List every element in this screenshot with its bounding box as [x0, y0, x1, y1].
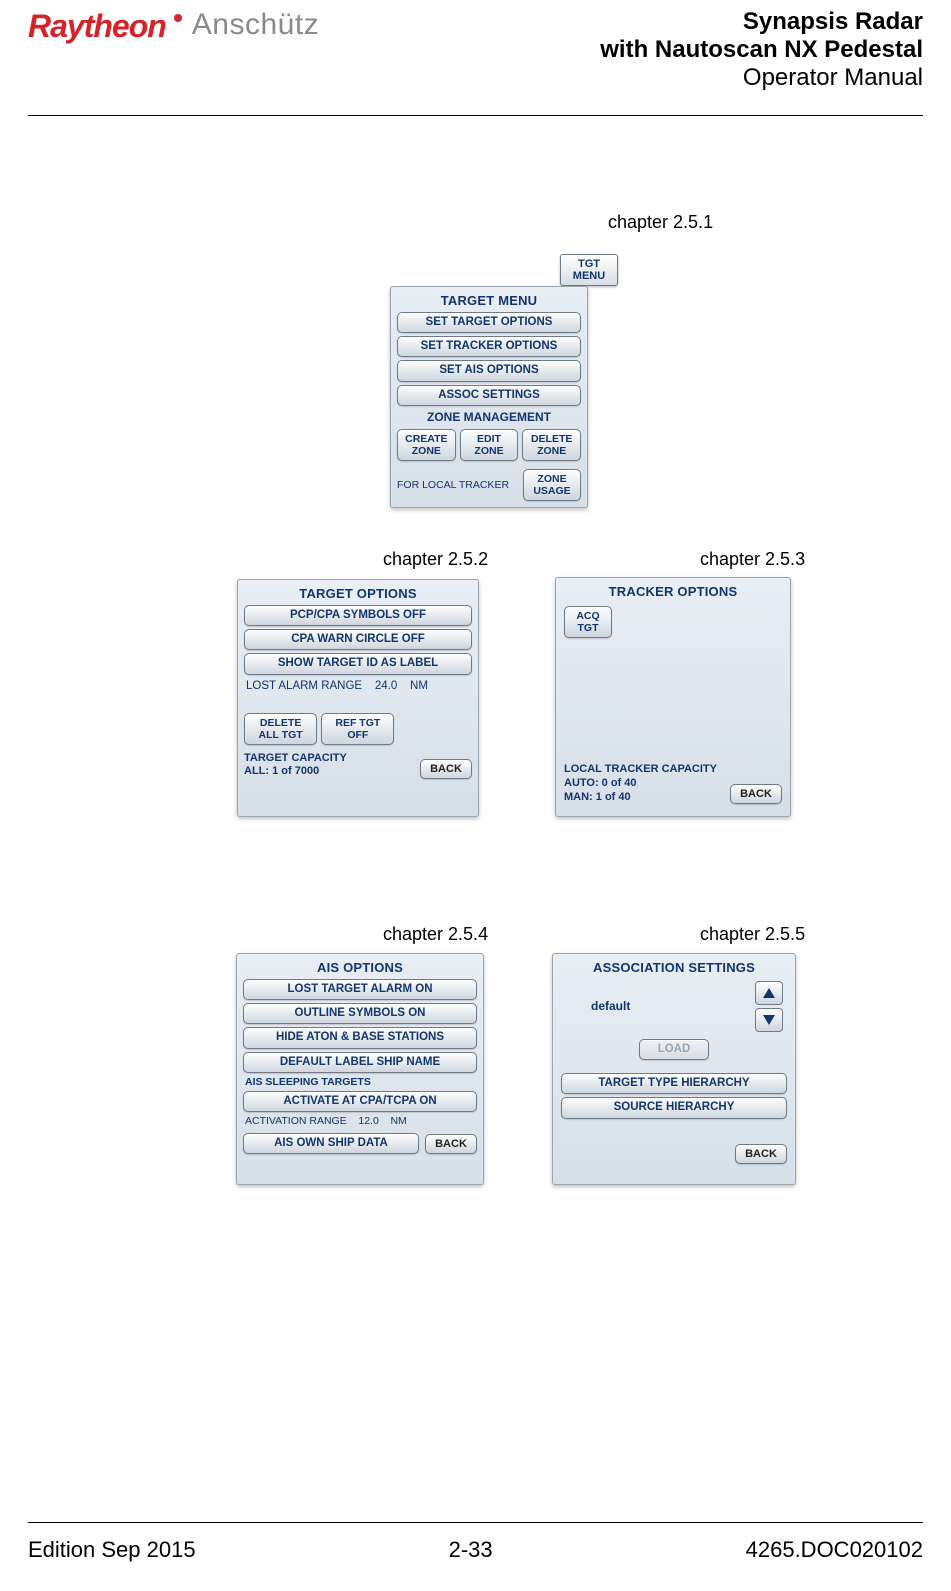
delete-all-l1: DELETE: [247, 717, 314, 729]
tgt-tab-l2: MENU: [567, 270, 611, 282]
delete-zone-l2: ZONE: [525, 445, 578, 457]
triangle-down-icon: [763, 1015, 775, 1025]
logo: Raytheon Anschütz: [28, 8, 319, 45]
target-options-panel: TARGET OPTIONS PCP/CPA SYMBOLS OFF CPA W…: [237, 579, 479, 817]
acq-l1: ACQ: [567, 610, 609, 622]
activation-range-row: ACTIVATION RANGE 12.0 NM: [245, 1115, 475, 1127]
target-type-hierarchy-button[interactable]: TARGET TYPE HIERARCHY: [561, 1073, 787, 1094]
zone-management-label: ZONE MANAGEMENT: [397, 410, 581, 424]
target-capacity-label: TARGET CAPACITY ALL: 1 of 7000: [244, 752, 347, 780]
page-header: Raytheon Anschütz Synapsis Radar with Na…: [28, 8, 923, 92]
tracker-options-panel: TRACKER OPTIONS ACQ TGT LOCAL TRACKER CA…: [555, 577, 791, 817]
ref-tgt-l1: REF TGT: [324, 717, 391, 729]
lost-target-alarm-button[interactable]: LOST TARGET ALARM ON: [243, 979, 477, 1000]
logo-secondary: Anschütz: [192, 8, 319, 42]
assoc-back-button[interactable]: BACK: [735, 1144, 787, 1165]
logo-dot-icon: [174, 14, 182, 22]
delete-zone-l1: DELETE: [525, 433, 578, 445]
delete-zone-button[interactable]: DELETE ZONE: [522, 429, 581, 461]
manual-page: Raytheon Anschütz Synapsis Radar with Na…: [0, 0, 951, 1591]
ais-own-ship-button[interactable]: AIS OWN SHIP DATA: [243, 1133, 419, 1154]
default-label-button[interactable]: DEFAULT LABEL SHIP NAME: [243, 1052, 477, 1073]
ais-sleeping-label: AIS SLEEPING TARGETS: [245, 1076, 477, 1088]
assoc-down-button[interactable]: [755, 1008, 783, 1032]
acq-tgt-button[interactable]: ACQ TGT: [564, 606, 612, 638]
delete-all-tgt-button[interactable]: DELETE ALL TGT: [244, 713, 317, 745]
delete-all-l2: ALL TGT: [247, 729, 314, 741]
target-options-title: TARGET OPTIONS: [244, 586, 472, 601]
doc-title-2: with Nautoscan NX Pedestal: [600, 36, 923, 64]
footer-doc-id: 4265.DOC020102: [746, 1537, 923, 1563]
tracker-cap-l2: AUTO: 0 of 40: [564, 777, 717, 791]
hide-aton-button[interactable]: HIDE ATON & BASE STATIONS: [243, 1027, 477, 1048]
source-hierarchy-button[interactable]: SOURCE HIERARCHY: [561, 1097, 787, 1118]
page-footer: Edition Sep 2015 2-33 4265.DOC020102: [28, 1537, 923, 1563]
ais-options-title: AIS OPTIONS: [243, 960, 477, 975]
target-back-button[interactable]: BACK: [420, 759, 472, 780]
lost-alarm-range-row: LOST ALARM RANGE 24.0 NM: [246, 680, 470, 692]
ref-tgt-l2: OFF: [324, 729, 391, 741]
doc-title-1: Synapsis Radar: [600, 8, 923, 36]
set-tracker-options-button[interactable]: SET TRACKER OPTIONS: [397, 336, 581, 357]
tracker-capacity-label: LOCAL TRACKER CAPACITY AUTO: 0 of 40 MAN…: [564, 763, 717, 804]
doc-title-block: Synapsis Radar with Nautoscan NX Pedesta…: [600, 8, 923, 92]
tgt-menu-tab[interactable]: TGT MENU: [560, 254, 618, 286]
footer-rule: [28, 1522, 923, 1523]
create-zone-l1: CREATE: [400, 433, 453, 445]
outline-symbols-button[interactable]: OUTLINE SYMBOLS ON: [243, 1003, 477, 1024]
assoc-load-button[interactable]: LOAD: [639, 1039, 709, 1060]
pcp-cpa-symbols-button[interactable]: PCP/CPA SYMBOLS OFF: [244, 605, 472, 626]
zone-usage-l2: USAGE: [526, 485, 578, 497]
chapter-label-4: chapter 2.5.4: [383, 924, 488, 945]
tracker-cap-l3: MAN: 1 of 40: [564, 791, 717, 805]
association-settings-panel: ASSOCIATION SETTINGS default LOAD TARGET…: [552, 953, 796, 1185]
chapter-label-5: chapter 2.5.5: [700, 924, 805, 945]
assoc-settings-button[interactable]: ASSOC SETTINGS: [397, 385, 581, 406]
chapter-label-2: chapter 2.5.2: [383, 549, 488, 570]
show-target-id-button[interactable]: SHOW TARGET ID AS LABEL: [244, 653, 472, 674]
target-menu-panel: TARGET MENU SET TARGET OPTIONS SET TRACK…: [390, 286, 588, 508]
tracker-cap-l1: LOCAL TRACKER CAPACITY: [564, 763, 717, 777]
header-rule: [28, 115, 923, 116]
target-cap-l1: TARGET CAPACITY: [244, 752, 347, 766]
activate-cpa-button[interactable]: ACTIVATE AT CPA/TCPA ON: [243, 1091, 477, 1112]
cpa-warn-circle-button[interactable]: CPA WARN CIRCLE OFF: [244, 629, 472, 650]
chapter-label-1: chapter 2.5.1: [608, 212, 713, 233]
set-ais-options-button[interactable]: SET AIS OPTIONS: [397, 360, 581, 381]
for-local-tracker-label: FOR LOCAL TRACKER: [397, 479, 517, 491]
assoc-default-label: default: [591, 999, 630, 1014]
edit-zone-button[interactable]: EDIT ZONE: [460, 429, 519, 461]
chapter-label-3: chapter 2.5.3: [700, 549, 805, 570]
edit-zone-l2: ZONE: [463, 445, 516, 457]
target-cap-l2: ALL: 1 of 7000: [244, 765, 347, 779]
logo-primary: Raytheon: [28, 8, 166, 45]
create-zone-l2: ZONE: [400, 445, 453, 457]
triangle-up-icon: [763, 988, 775, 998]
association-title: ASSOCIATION SETTINGS: [561, 960, 787, 975]
zone-usage-l1: ZONE: [526, 473, 578, 485]
ais-options-panel: AIS OPTIONS LOST TARGET ALARM ON OUTLINE…: [236, 953, 484, 1185]
ais-back-button[interactable]: BACK: [425, 1134, 477, 1155]
tgt-tab-l1: TGT: [567, 258, 611, 270]
create-zone-button[interactable]: CREATE ZONE: [397, 429, 456, 461]
zone-usage-button[interactable]: ZONE USAGE: [523, 469, 581, 501]
set-target-options-button[interactable]: SET TARGET OPTIONS: [397, 312, 581, 333]
edit-zone-l1: EDIT: [463, 433, 516, 445]
acq-l2: TGT: [567, 622, 609, 634]
ref-tgt-off-button[interactable]: REF TGT OFF: [321, 713, 394, 745]
tracker-options-title: TRACKER OPTIONS: [564, 584, 782, 599]
tracker-back-button[interactable]: BACK: [730, 784, 782, 805]
footer-edition: Edition Sep 2015: [28, 1537, 196, 1563]
doc-title-3: Operator Manual: [600, 64, 923, 92]
footer-page-number: 2-33: [449, 1537, 493, 1563]
target-menu-title: TARGET MENU: [397, 293, 581, 308]
assoc-up-button[interactable]: [755, 981, 783, 1005]
